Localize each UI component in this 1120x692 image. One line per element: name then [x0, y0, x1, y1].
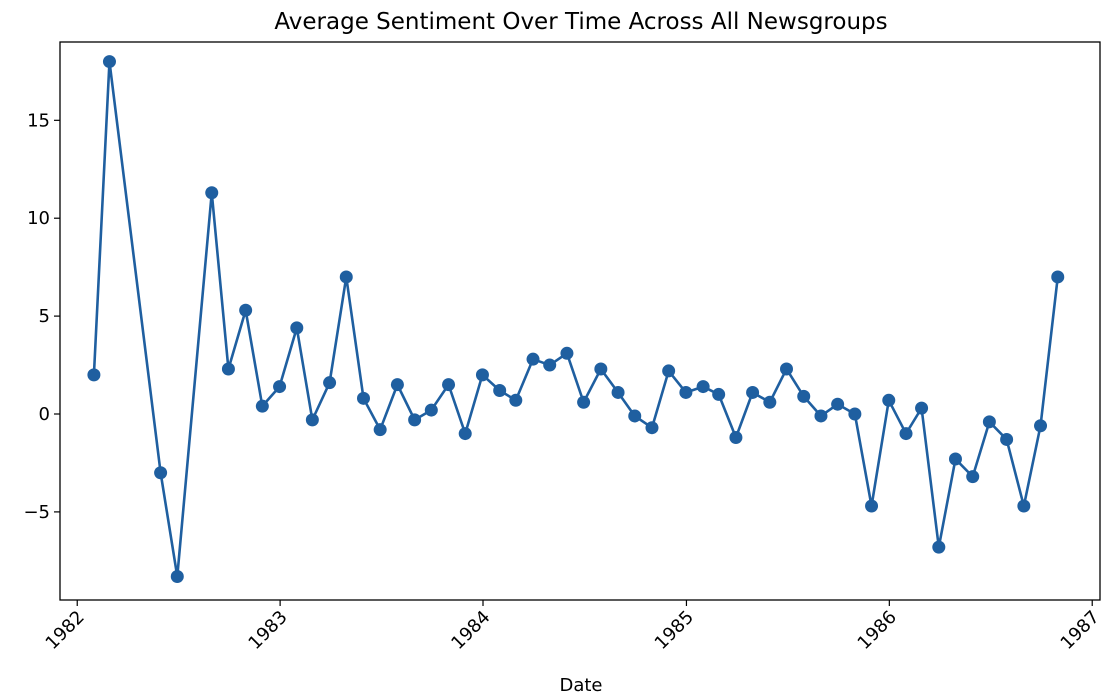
data-point — [373, 423, 387, 437]
data-point — [543, 358, 557, 372]
data-point — [662, 364, 676, 378]
data-point — [746, 385, 760, 399]
data-point — [221, 362, 235, 376]
data-point — [239, 303, 253, 317]
data-point — [831, 397, 845, 411]
x-tick-label: 1986 — [854, 607, 901, 654]
data-point — [475, 368, 489, 382]
x-tick-label: 1985 — [651, 607, 698, 654]
data-point — [323, 376, 337, 390]
data-point — [594, 362, 608, 376]
data-point — [932, 540, 946, 554]
x-tick-label: 1982 — [42, 607, 89, 654]
data-point — [982, 415, 996, 429]
data-point — [458, 427, 472, 441]
data-point — [356, 391, 370, 405]
data-point — [1017, 499, 1031, 513]
data-point — [882, 393, 896, 407]
data-point — [424, 403, 438, 417]
plot-frame — [59, 41, 1101, 601]
data-point — [390, 378, 404, 392]
y-tick-label: −5 — [23, 502, 50, 523]
data-point — [339, 270, 353, 284]
y-tick-label: 5 — [39, 306, 50, 327]
data-point — [628, 409, 642, 423]
y-tick-label: 15 — [27, 110, 50, 131]
data-point — [779, 362, 793, 376]
x-tick-label: 1983 — [244, 607, 291, 654]
data-point — [899, 427, 913, 441]
data-point — [966, 470, 980, 484]
data-point — [273, 380, 287, 394]
data-point — [763, 395, 777, 409]
plot-marks — [87, 55, 1065, 584]
data-point — [493, 384, 507, 398]
x-axis-label: Date — [559, 675, 602, 692]
data-point — [560, 346, 574, 360]
data-point — [408, 413, 422, 427]
data-point — [509, 393, 523, 407]
data-point — [255, 399, 269, 413]
data-point — [814, 409, 828, 423]
data-point — [102, 55, 116, 69]
y-axis: −5 0 5 10 15 — [23, 110, 60, 523]
data-point — [645, 421, 659, 435]
data-point — [729, 430, 743, 444]
data-point — [696, 380, 710, 394]
data-point — [205, 186, 219, 200]
data-point — [290, 321, 304, 335]
data-point — [526, 352, 540, 366]
data-point — [948, 452, 962, 466]
data-point — [87, 368, 101, 382]
y-tick-label: 10 — [27, 208, 50, 229]
data-point — [712, 387, 726, 401]
data-point — [1000, 432, 1014, 446]
data-point — [915, 401, 929, 415]
data-point — [797, 389, 811, 403]
x-tick-label: 1984 — [447, 607, 494, 654]
chart-title: Average Sentiment Over Time Across All N… — [274, 9, 887, 35]
data-point — [1034, 419, 1048, 433]
data-point — [305, 413, 319, 427]
data-point — [848, 407, 862, 421]
data-point — [577, 395, 591, 409]
x-axis: 1982 1983 1984 1985 1986 1987 — [42, 600, 1104, 654]
data-point — [170, 570, 184, 584]
data-point — [611, 385, 625, 399]
y-tick-label: 0 — [39, 404, 50, 425]
data-point — [442, 378, 456, 392]
data-point — [865, 499, 879, 513]
data-point — [154, 466, 168, 480]
x-tick-label: 1987 — [1057, 607, 1104, 654]
series-line — [92, 60, 1060, 578]
data-point — [679, 385, 693, 399]
data-point — [1051, 270, 1065, 284]
